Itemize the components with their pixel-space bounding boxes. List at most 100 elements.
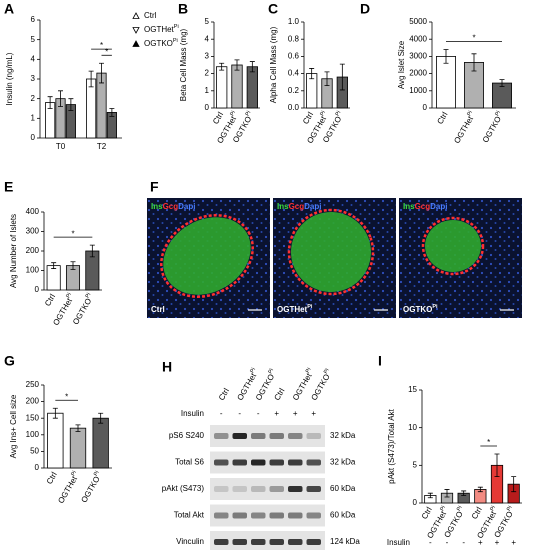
blot-band — [306, 512, 321, 519]
x-tick-label-main: Ctrl — [420, 505, 434, 520]
micrograph: InsGcgDapi — [147, 198, 270, 318]
y-tick-label: 5 — [31, 35, 36, 44]
x-tick-label-sup: Pi — [335, 110, 343, 117]
bar — [92, 417, 109, 469]
stain-name: Dapi — [304, 202, 321, 211]
blot-row-label: Total Akt — [174, 511, 205, 520]
stain-name: Gcg — [415, 202, 431, 211]
y-tick-label: 0 — [35, 285, 40, 294]
panel-label: D — [360, 1, 370, 17]
legend-marker — [132, 40, 140, 47]
blot-band — [214, 539, 229, 545]
blot-band — [269, 459, 284, 466]
x-tick-label-sup: Pi — [85, 292, 93, 299]
y-tick-label: 4 — [31, 54, 36, 63]
x-tick-label: OGTKOPi — [71, 292, 96, 326]
legend-label: Ctrl — [144, 11, 157, 20]
blot-band — [269, 512, 284, 519]
x-tick-label: OGTKOPi — [79, 470, 104, 504]
micrograph-label: OGTKOPi — [403, 304, 438, 314]
error-bar — [324, 71, 330, 87]
y-tick-label: 50 — [30, 447, 39, 456]
blot-band — [232, 539, 247, 545]
blot-size-label: 60 kDa — [330, 511, 356, 520]
y-tick-label: 6 — [31, 15, 36, 24]
y-tick-label: 200 — [26, 246, 40, 255]
blot-band — [214, 512, 229, 519]
stain-name: Dapi — [178, 202, 195, 211]
lane-label-sup: Pi — [250, 367, 258, 374]
error-bar — [511, 476, 517, 493]
stain-name: Ins — [277, 202, 289, 211]
blot-band — [288, 512, 303, 519]
y-axis-label: Avg Ins+ Cell size — [9, 394, 18, 458]
y-tick-label: 0.4 — [288, 69, 300, 78]
y-tick-label: 0.8 — [288, 34, 300, 43]
blot-strip — [210, 425, 325, 447]
micrograph-label: OGTHetPi — [277, 304, 313, 314]
y-tick-label: 0.0 — [288, 103, 300, 112]
legend-label-sup: Pi — [173, 38, 178, 44]
lane-label-sup: Pi — [305, 367, 313, 374]
x-tick-label-sup: Pi — [245, 110, 253, 117]
error-bar — [249, 61, 255, 73]
x-tick-label-sup: Pi — [490, 505, 498, 512]
islet-beta — [291, 212, 371, 292]
y-tick-label: 5 — [205, 17, 210, 26]
blot-band — [251, 433, 266, 439]
row-value: + — [495, 538, 500, 547]
y-tick-label: 1 — [205, 86, 210, 95]
error-bar — [89, 244, 95, 258]
x-tick-label: OGTHetPi — [452, 110, 478, 145]
blot-band — [232, 512, 247, 519]
blot-size-label: 124 kDa — [330, 537, 360, 546]
y-tick-label: 0 — [205, 103, 210, 112]
micrograph-label-sup: Pi — [432, 304, 438, 310]
blot-row-label: pAkt (S473) — [162, 484, 205, 493]
error-bar — [58, 90, 63, 107]
x-tick-label-main: OGTKO — [71, 297, 93, 327]
x-tick-label-main: Ctrl — [301, 110, 315, 125]
islet-beta — [163, 217, 251, 295]
treatment-value: - — [257, 409, 260, 418]
error-bar — [494, 453, 500, 478]
panel-label: A — [4, 1, 14, 17]
blot-band — [214, 486, 229, 492]
micrograph-label-sup: Pi — [307, 304, 313, 310]
x-tick-label-main: Ctrl — [43, 292, 57, 307]
micrograph: InsGcgDapi — [399, 198, 522, 318]
error-bar — [52, 407, 58, 419]
y-tick-label: 0.6 — [288, 52, 300, 61]
x-tick-label: Ctrl — [211, 110, 225, 125]
error-bar — [88, 70, 94, 88]
row-value: - — [462, 538, 465, 547]
x-tick-label-main: Ctrl — [436, 110, 450, 125]
y-tick-label: 200 — [26, 397, 40, 406]
x-tick-label-sup: Pi — [495, 110, 503, 117]
x-tick-label-main: OGTKO — [80, 475, 102, 505]
y-tick-label: 1 — [31, 113, 36, 122]
micrograph: InsGcgDapi — [273, 198, 396, 318]
micrograph-label: Ctrl — [151, 305, 165, 314]
blot-band — [306, 539, 321, 545]
legend-label-main: Ctrl — [144, 11, 157, 20]
error-bar — [109, 108, 115, 117]
x-tick-label-sup: Pi — [506, 505, 514, 512]
stain-legend: InsGcgDapi — [403, 202, 447, 211]
lane-label: OGTKOPi — [309, 368, 334, 402]
micrograph-label-main: OGTKO — [403, 305, 432, 314]
blot-strip — [210, 531, 325, 550]
blot-band — [306, 433, 321, 439]
blot-band — [251, 459, 266, 466]
legend-marker — [132, 12, 140, 19]
islet-alpha — [421, 216, 485, 276]
legend-label-main: OGTKO — [144, 39, 173, 48]
y-tick-label: 0 — [35, 463, 40, 472]
treatment-value: + — [311, 409, 316, 418]
islet-alpha — [160, 214, 254, 298]
treatment-label: Insulin — [181, 409, 204, 418]
y-tick-label: 3000 — [409, 52, 427, 61]
y-axis-label: Avg Number of Islets — [9, 214, 18, 288]
x-tick-label: Ctrl — [43, 292, 57, 307]
y-tick-label: 0 — [413, 498, 418, 507]
